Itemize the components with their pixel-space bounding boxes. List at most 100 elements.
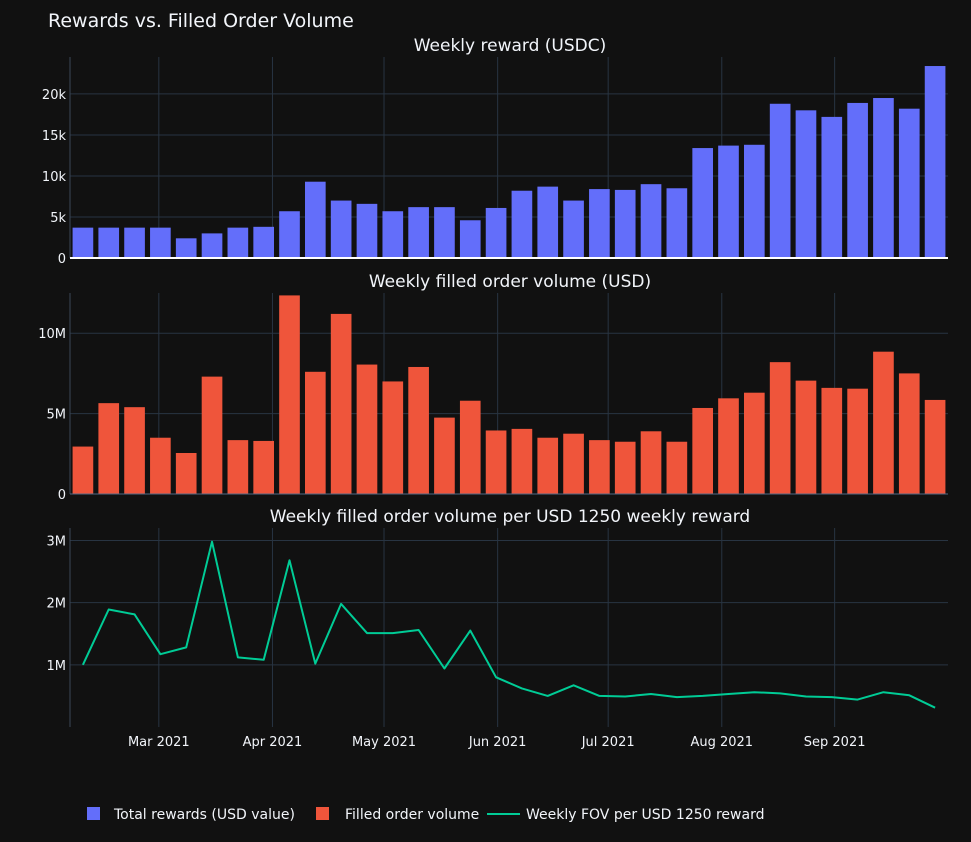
volume-bar[interactable]	[873, 351, 894, 494]
volume-y-axis: 0 5M 10M	[38, 327, 66, 503]
volume-bar[interactable]	[537, 437, 559, 494]
volume-bar[interactable]	[666, 441, 688, 494]
rewards-bar[interactable]	[821, 116, 843, 258]
legend-label-ratio: Weekly FOV per USD 1250 reward	[526, 807, 764, 823]
rewards-bar[interactable]	[459, 220, 481, 258]
x-axis: Mar 2021 Apr 2021 May 2021 Jun 2021 Jul 2021…	[128, 735, 866, 750]
volume-bar[interactable]	[563, 433, 584, 494]
volume-bar[interactable]	[201, 376, 223, 494]
rewards-bar[interactable]	[873, 98, 894, 258]
rewards-bar[interactable]	[330, 200, 352, 258]
rewards-bar[interactable]	[511, 190, 533, 258]
volume-bar[interactable]	[72, 446, 94, 494]
rewards-bar[interactable]	[795, 110, 817, 258]
legend: Total rewards (USD value) Filled order v…	[87, 807, 764, 823]
volume-bar[interactable]	[279, 295, 300, 494]
ratio-line	[81, 540, 936, 709]
rewards-bar[interactable]	[304, 181, 326, 258]
volume-bar[interactable]	[614, 441, 636, 494]
volume-bar[interactable]	[795, 380, 817, 494]
volume-bar[interactable]	[227, 440, 249, 494]
x-tick-label: Mar 2021	[128, 735, 190, 750]
rewards-panel: 0 5k 10k 15k 20k	[42, 57, 948, 267]
rewards-bar[interactable]	[614, 189, 636, 258]
chart-title: Rewards vs. Filled Order Volume	[48, 10, 354, 32]
volume-bar[interactable]	[511, 428, 533, 494]
rewards-bar[interactable]	[589, 189, 610, 258]
rewards-bar[interactable]	[356, 203, 378, 258]
rewards-y-tick-label: 0	[58, 252, 66, 267]
rewards-bar[interactable]	[692, 148, 714, 258]
rewards-bar[interactable]	[98, 227, 120, 258]
volume-bar[interactable]	[821, 387, 843, 494]
rewards-bar[interactable]	[847, 102, 868, 258]
rewards-bar[interactable]	[279, 211, 300, 258]
legend-item-volume[interactable]: Filled order volume	[316, 807, 479, 823]
rewards-bar[interactable]	[253, 226, 275, 258]
volume-panel: 0 5M 10M	[38, 293, 948, 503]
rewards-y-tick-label: 5k	[50, 211, 66, 226]
rewards-bar[interactable]	[124, 227, 145, 258]
rewards-panel-title: Weekly reward (USDC)	[414, 36, 607, 56]
rewards-bar[interactable]	[924, 66, 946, 258]
volume-bar[interactable]	[175, 452, 197, 494]
volume-bar[interactable]	[356, 364, 378, 494]
rewards-bar[interactable]	[434, 207, 455, 258]
volume-y-tick-label: 0	[58, 488, 66, 503]
volume-panel-title: Weekly filled order volume (USD)	[369, 272, 651, 292]
rewards-bar[interactable]	[563, 200, 584, 258]
x-tick-label: Sep 2021	[804, 735, 866, 750]
legend-swatch-volume	[316, 807, 329, 820]
rewards-bar[interactable]	[666, 188, 688, 258]
rewards-y-axis: 0 5k 10k 15k 20k	[42, 88, 67, 267]
ratio-y-tick-label: 2M	[47, 597, 67, 612]
volume-bar[interactable]	[769, 362, 791, 494]
volume-bar[interactable]	[898, 373, 920, 494]
volume-bar[interactable]	[640, 431, 662, 494]
rewards-bar[interactable]	[72, 227, 94, 258]
volume-y-tick-label: 10M	[38, 327, 66, 342]
volume-bar[interactable]	[434, 417, 455, 494]
rewards-bar[interactable]	[640, 184, 662, 258]
volume-y-tick-label: 5M	[47, 408, 67, 423]
volume-bar[interactable]	[98, 403, 120, 494]
volume-bar[interactable]	[150, 437, 171, 494]
volume-bar[interactable]	[743, 392, 765, 494]
rewards-bar[interactable]	[382, 211, 404, 258]
rewards-bar[interactable]	[537, 186, 559, 258]
volume-bar[interactable]	[408, 366, 429, 494]
volume-bar[interactable]	[330, 313, 352, 494]
volume-bar[interactable]	[485, 430, 507, 494]
rewards-bar[interactable]	[227, 227, 249, 258]
legend-label-volume: Filled order volume	[345, 807, 479, 823]
volume-bar[interactable]	[124, 407, 145, 494]
ratio-series-line[interactable]	[81, 540, 936, 709]
legend-item-rewards[interactable]: Total rewards (USD value)	[87, 807, 295, 823]
rewards-bar[interactable]	[743, 144, 765, 258]
volume-bar[interactable]	[924, 399, 946, 494]
volume-bar[interactable]	[253, 440, 275, 494]
volume-bar[interactable]	[459, 400, 481, 494]
volume-bar[interactable]	[718, 398, 739, 494]
volume-bar[interactable]	[692, 407, 714, 494]
ratio-y-tick-label: 1M	[47, 659, 67, 674]
rewards-bar[interactable]	[201, 233, 223, 258]
volume-bar[interactable]	[847, 388, 868, 494]
x-tick-label: Jul 2021	[581, 735, 635, 750]
rewards-bar[interactable]	[408, 207, 429, 258]
rewards-bar[interactable]	[150, 227, 171, 258]
ratio-panel: 1M 2M 3M	[47, 528, 948, 727]
rewards-bar[interactable]	[718, 145, 739, 258]
volume-bar[interactable]	[304, 371, 326, 494]
x-tick-label: Jun 2021	[468, 735, 527, 750]
rewards-bar[interactable]	[485, 207, 507, 258]
x-tick-label: Apr 2021	[243, 735, 303, 750]
rewards-bar[interactable]	[175, 238, 197, 258]
volume-bar[interactable]	[589, 440, 610, 494]
rewards-bar[interactable]	[769, 103, 791, 258]
rewards-y-tick-label: 15k	[42, 129, 67, 144]
volume-bar[interactable]	[382, 381, 404, 494]
legend-item-ratio[interactable]: Weekly FOV per USD 1250 reward	[487, 807, 764, 823]
rewards-bar[interactable]	[898, 108, 920, 258]
